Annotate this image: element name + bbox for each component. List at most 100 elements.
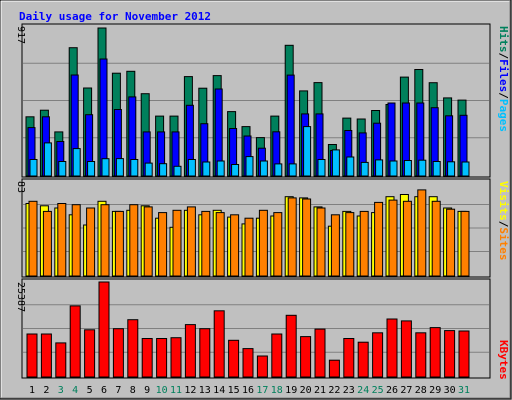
pages-bar: [375, 159, 384, 177]
pages-bar: [447, 161, 456, 177]
day-label: 22: [328, 385, 340, 396]
day-label: 5: [87, 385, 93, 396]
sites-bar: [172, 209, 182, 277]
pages-bar: [159, 163, 168, 177]
pages-bar: [231, 164, 240, 177]
day-label: 16: [242, 385, 254, 396]
sites-bar: [431, 200, 441, 277]
kbytes-bar: [199, 328, 211, 378]
kbytes-bar: [271, 333, 283, 378]
kbytes-bar: [184, 324, 196, 378]
day-label: 9: [144, 385, 150, 396]
sites-bar: [316, 207, 326, 277]
hits-bars: [25, 27, 470, 177]
pages-bar: [303, 126, 312, 177]
day-label: 8: [130, 385, 136, 396]
pages-bar: [202, 161, 211, 177]
pages-bar: [173, 165, 182, 177]
kbytes-bar: [386, 318, 398, 378]
kbytes-bar: [127, 319, 139, 378]
sites-bar: [374, 201, 384, 277]
sites-bar: [273, 212, 283, 277]
kbytes-bar: [112, 328, 124, 378]
day-labels: 1 2 3 4 5 6 7 8 9 10 11 12 13 14 15 16 17 18 19 20 21 22 23 24 2…: [29, 385, 470, 396]
sites-bar: [388, 199, 398, 277]
sites-bar: [287, 197, 297, 277]
kbytes-bar: [26, 333, 38, 378]
kbytes-bars: [26, 281, 470, 378]
sites-bar: [446, 208, 456, 277]
day-label: 28: [415, 385, 427, 396]
hits-max-label: 917: [15, 26, 26, 44]
sites-bar: [330, 214, 340, 277]
sites-bar: [57, 203, 67, 277]
sites-bar: [129, 204, 139, 277]
pages-bar: [274, 163, 283, 177]
files-bar: [286, 74, 295, 177]
kbytes-bar: [400, 320, 412, 378]
day-label: 29: [429, 385, 441, 396]
kbytes-bar: [343, 338, 355, 378]
legend-files: Files: [497, 59, 510, 92]
day-label: 20: [300, 385, 312, 396]
day-label: 1: [29, 385, 35, 396]
legend-visits: Visits: [497, 181, 510, 221]
kbytes-bar: [40, 333, 52, 378]
pages-bar: [216, 160, 225, 177]
day-label: 25: [372, 385, 384, 396]
sites-bar: [42, 210, 52, 277]
day-label: 31: [458, 385, 470, 396]
pages-bar: [43, 142, 52, 177]
svg-text:Visits/Sites: Visits/Sites: [497, 181, 510, 261]
pages-bar: [432, 161, 441, 177]
pages-bar: [288, 163, 297, 177]
sites-bar: [114, 210, 124, 277]
kbytes-bar: [69, 305, 81, 378]
pages-bar: [259, 160, 268, 177]
visits-max-label: 83: [15, 181, 26, 193]
day-label: 13: [199, 385, 211, 396]
kbytes-bar: [372, 332, 384, 378]
legend-separator: /: [497, 92, 510, 99]
kbytes-bar: [156, 338, 168, 378]
kbytes-bar: [170, 337, 182, 378]
day-label: 26: [386, 385, 398, 396]
day-label: 18: [271, 385, 283, 396]
kbytes-bar: [444, 330, 456, 378]
day-label: 2: [43, 385, 49, 396]
day-label: 12: [184, 385, 196, 396]
kbytes-bar: [314, 328, 326, 378]
sites-bar: [186, 206, 196, 277]
pages-bar: [29, 159, 38, 177]
svg-text:KBytes: KBytes: [497, 340, 510, 380]
day-label: 14: [213, 385, 225, 396]
day-label: 30: [444, 385, 456, 396]
day-label: 11: [170, 385, 182, 396]
day-label: 4: [72, 385, 78, 396]
kbytes-bar: [141, 338, 153, 378]
legend-kbytes: KBytes: [497, 340, 510, 380]
sites-bar: [215, 212, 225, 277]
legend-pages: Pages: [497, 99, 510, 132]
pages-bar: [187, 159, 196, 177]
pages-bar: [389, 160, 398, 177]
pages-bar: [346, 156, 355, 177]
pages-bar: [418, 159, 427, 177]
sites-bar: [230, 214, 240, 277]
kbytes-bar: [300, 336, 312, 378]
kbytes-bar: [285, 314, 297, 378]
sites-bar: [100, 204, 110, 277]
sites-bar: [417, 189, 427, 277]
legend-hits: Hits: [497, 26, 510, 53]
pages-bar: [360, 161, 369, 177]
kbytes-bar: [242, 348, 254, 378]
chart-title: Daily usage for November 2012: [19, 10, 211, 23]
visits-bars: [25, 189, 470, 277]
kbytes-max-label: 25387: [15, 282, 26, 312]
day-label: 15: [228, 385, 240, 396]
kbytes-bar: [84, 329, 96, 378]
sites-bar: [302, 198, 312, 277]
kbytes-bar: [98, 281, 110, 378]
sites-bar: [359, 210, 369, 277]
